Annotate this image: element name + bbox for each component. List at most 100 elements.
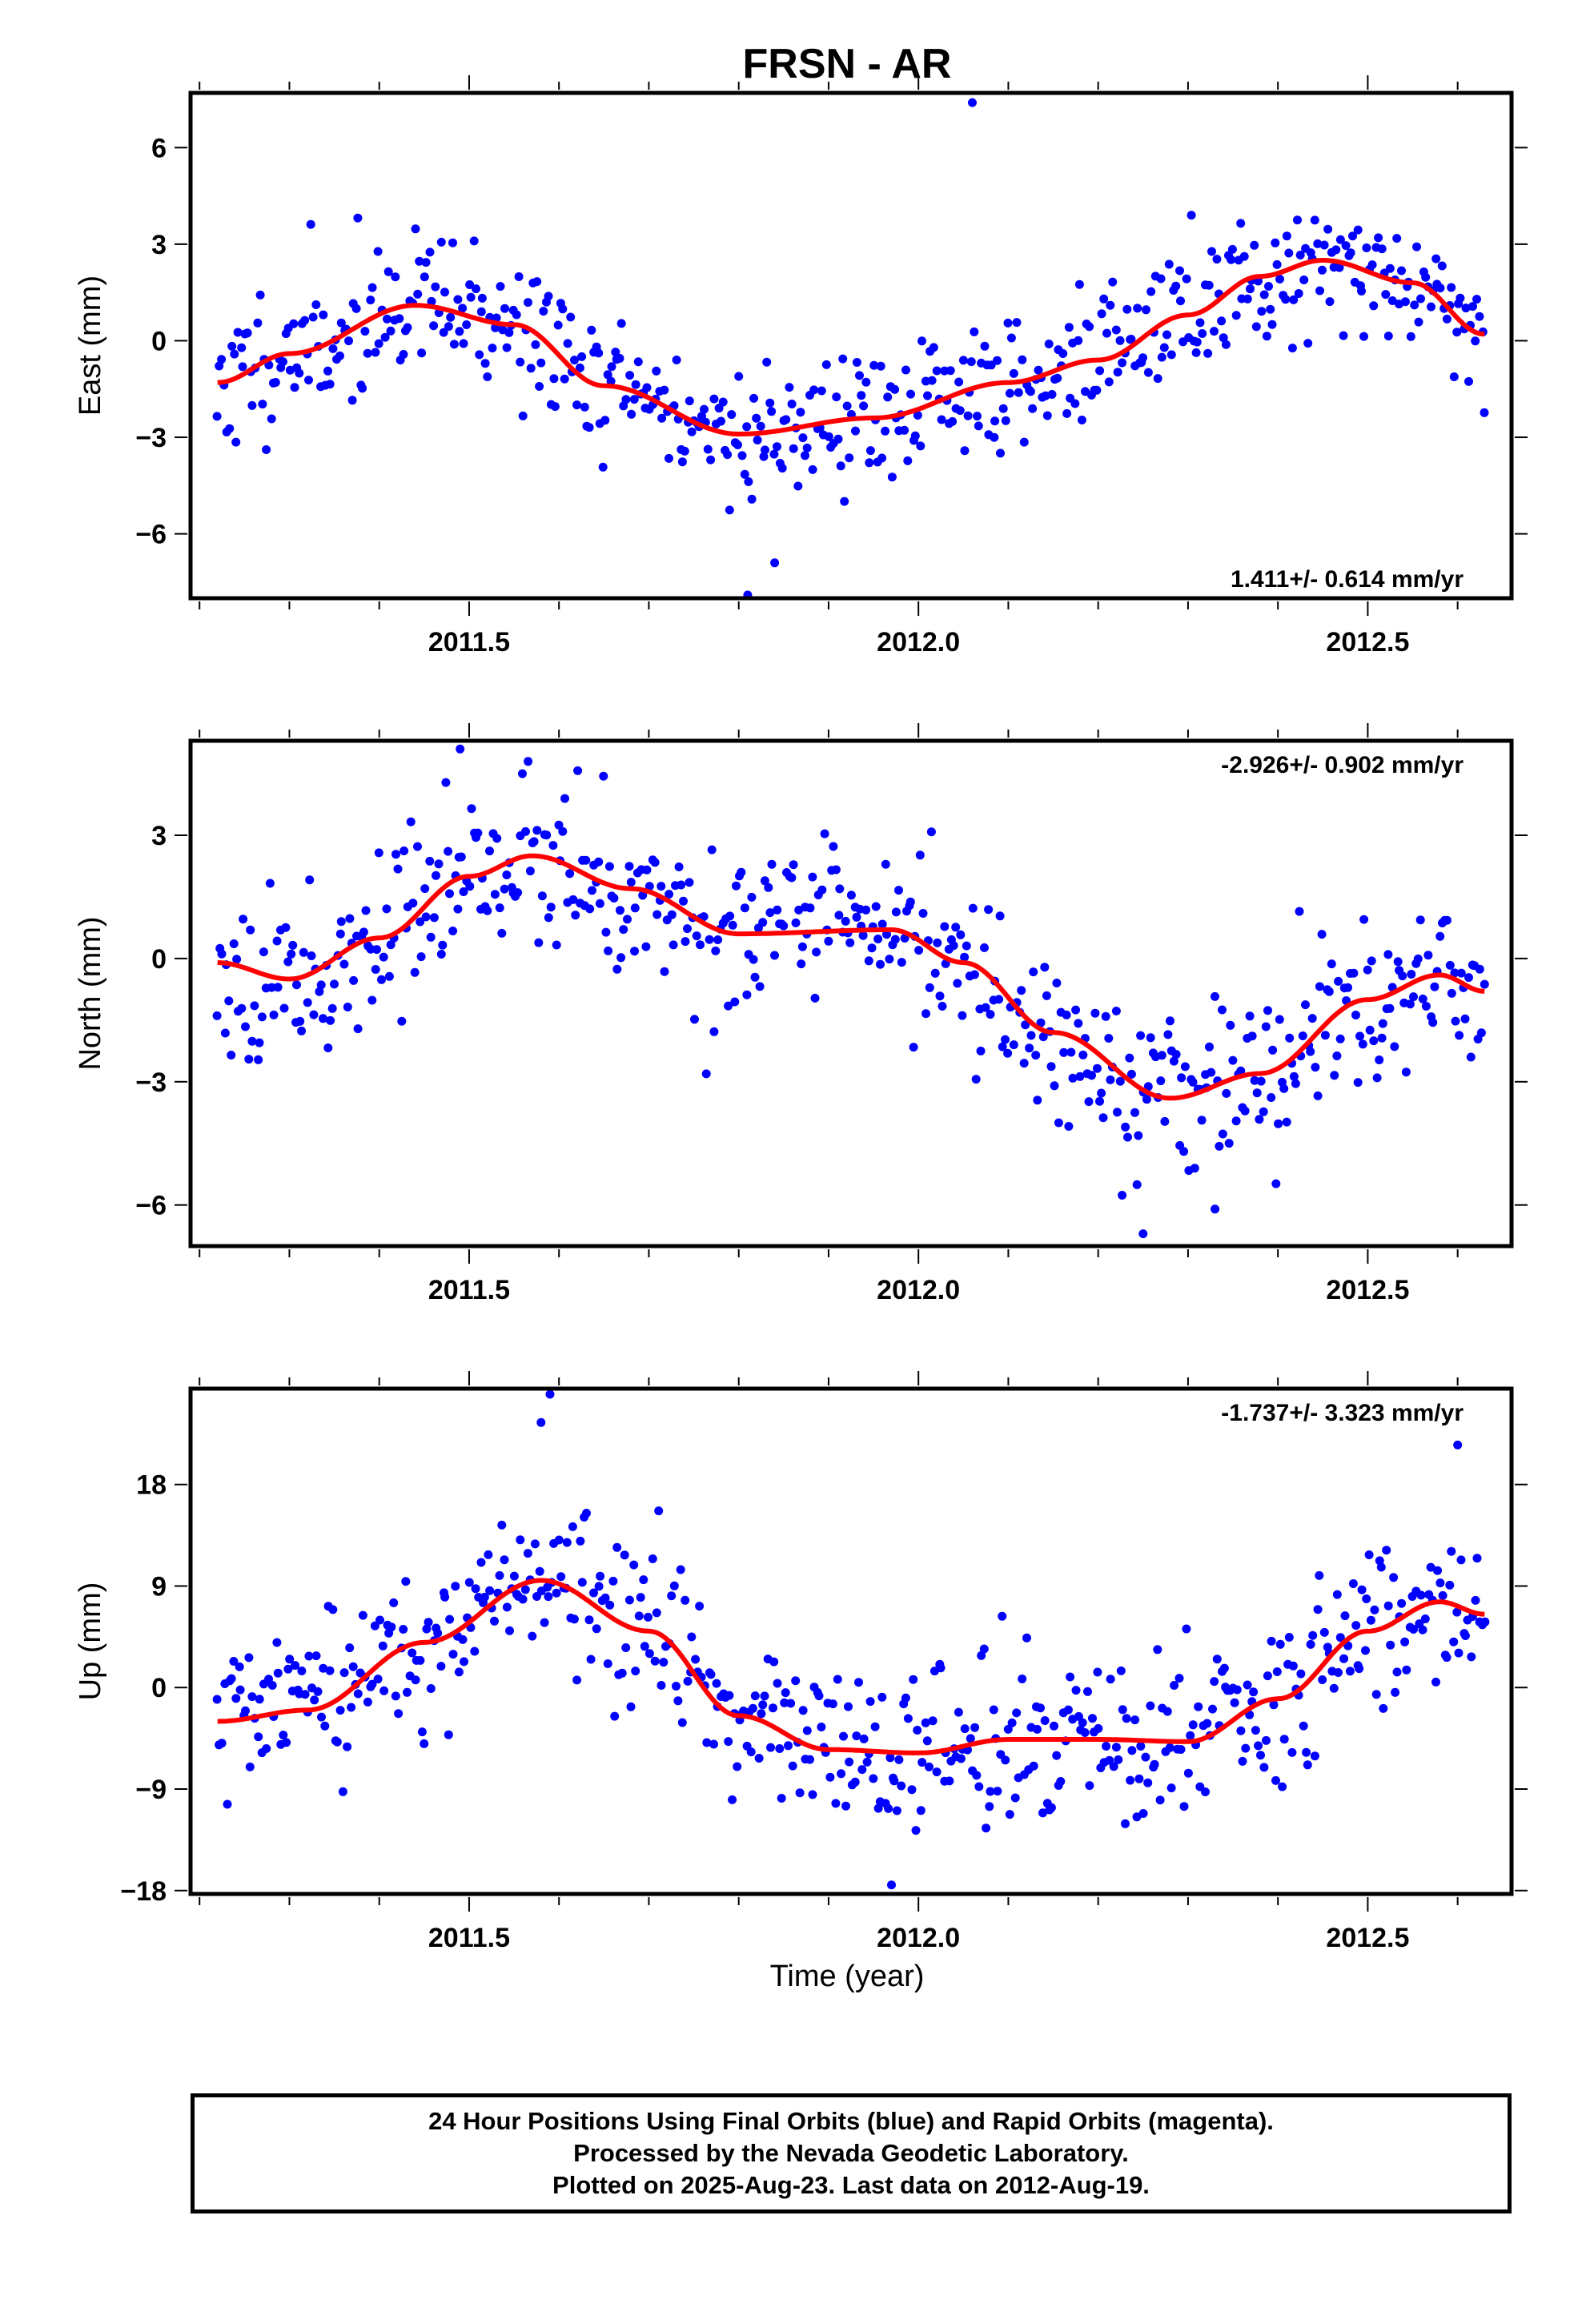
data-point: [289, 319, 299, 328]
x-ticks: [199, 723, 1459, 1264]
data-point: [933, 938, 942, 947]
data-point: [262, 445, 271, 454]
data-point: [1428, 1018, 1438, 1027]
data-point: [660, 967, 669, 976]
data-point: [1179, 1802, 1189, 1811]
data-point: [1132, 1180, 1142, 1189]
data-point: [709, 1027, 719, 1036]
data-point: [233, 328, 243, 337]
data-point: [1287, 344, 1297, 353]
data-point: [1240, 1106, 1250, 1116]
data-point: [459, 887, 468, 896]
data-point: [1097, 1088, 1106, 1098]
data-point: [524, 757, 533, 766]
data-point: [1026, 1031, 1036, 1040]
data-point: [1166, 1783, 1176, 1793]
data-point: [1365, 1025, 1375, 1035]
data-point: [554, 820, 564, 830]
data-point: [1130, 1715, 1140, 1725]
data-point: [1318, 265, 1327, 275]
data-point: [1046, 1803, 1056, 1812]
data-point: [358, 384, 367, 393]
data-point: [1447, 988, 1456, 998]
data-point: [802, 443, 812, 452]
data-point: [784, 1741, 793, 1751]
data-point: [1194, 1702, 1203, 1711]
data-point: [363, 348, 372, 358]
y-tick-label: 3: [151, 821, 167, 851]
data-point: [630, 947, 639, 956]
data-point: [1166, 1016, 1174, 1026]
data-point: [1294, 289, 1303, 298]
data-point: [858, 931, 868, 940]
data-point: [373, 247, 383, 256]
data-point: [677, 880, 686, 890]
data-point: [1271, 1179, 1281, 1188]
data-point: [448, 927, 458, 935]
data-point: [1382, 1546, 1391, 1555]
data-point: [1261, 1022, 1271, 1031]
data-point: [1163, 1030, 1173, 1039]
data-point: [434, 859, 444, 869]
data-point: [791, 1676, 801, 1686]
data-point: [634, 1611, 644, 1621]
data-point: [648, 1554, 657, 1563]
data-point: [673, 1696, 683, 1706]
data-point: [865, 1697, 875, 1707]
data-point: [1171, 1050, 1181, 1059]
data-point: [1146, 1033, 1155, 1043]
data-point: [881, 426, 890, 436]
data-point: [1056, 1777, 1066, 1786]
data-point: [833, 1675, 842, 1684]
data-point: [1231, 311, 1241, 320]
data-point: [906, 389, 915, 399]
data-point: [348, 1662, 358, 1671]
data-point: [1019, 1059, 1029, 1068]
x-tick-label: 2012.0: [877, 1275, 960, 1305]
data-point: [1456, 293, 1465, 303]
data-point: [1102, 328, 1111, 338]
data-point: [974, 421, 983, 431]
data-point: [845, 453, 854, 463]
data-point: [1319, 240, 1329, 250]
data-point: [459, 339, 468, 348]
data-point: [1278, 1782, 1287, 1791]
data-point: [473, 828, 483, 838]
data-point: [421, 912, 431, 922]
data-point: [598, 462, 608, 472]
data-point: [676, 1565, 685, 1574]
data-point: [1271, 1775, 1280, 1785]
data-point: [990, 416, 1000, 426]
data-point: [877, 919, 887, 929]
data-point: [712, 1679, 721, 1688]
data-point: [1282, 1117, 1291, 1127]
data-point: [258, 400, 267, 409]
y-tick-label: −3: [135, 1068, 167, 1098]
data-point: [1385, 263, 1395, 273]
data-point: [870, 1722, 880, 1731]
data-point: [247, 1036, 257, 1046]
data-point: [1210, 1677, 1219, 1687]
data-point: [1285, 1033, 1295, 1043]
data-point: [431, 282, 440, 292]
data-point: [777, 1794, 786, 1803]
data-point: [1367, 956, 1376, 966]
data-point: [1136, 1031, 1146, 1040]
data-point: [946, 366, 955, 376]
data-point: [1413, 954, 1423, 963]
data-point: [549, 374, 559, 384]
data-point: [1313, 239, 1323, 248]
data-point: [417, 348, 427, 358]
data-point: [977, 1651, 986, 1660]
data-point: [869, 1774, 878, 1783]
data-point: [1442, 915, 1452, 925]
data-point: [343, 1742, 352, 1751]
data-point: [846, 891, 856, 900]
data-point: [483, 906, 492, 915]
data-point: [438, 940, 448, 950]
data-point: [1201, 1787, 1210, 1796]
data-point: [683, 924, 692, 934]
data-point: [1156, 1076, 1166, 1086]
data-point: [592, 1624, 601, 1634]
data-point: [1282, 231, 1291, 241]
